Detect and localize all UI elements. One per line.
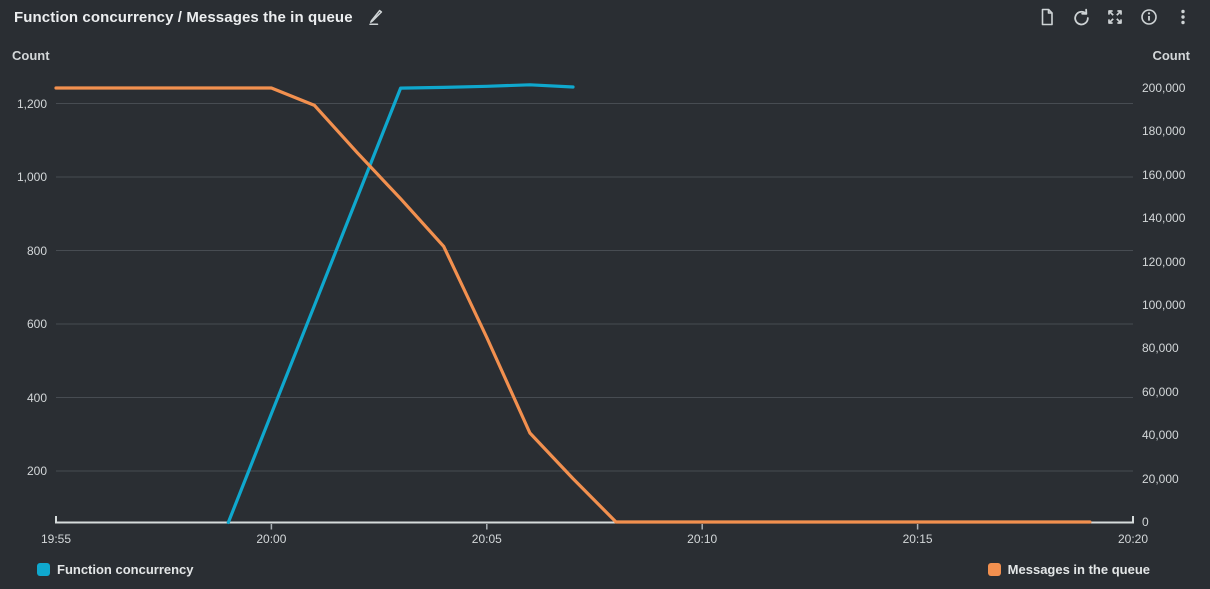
document-button[interactable] [1034, 4, 1060, 30]
legend-swatch-blue [37, 562, 50, 576]
kebab-menu-icon [1174, 8, 1192, 26]
edit-title-button[interactable] [363, 4, 389, 30]
expand-icon [1106, 8, 1124, 26]
expand-button[interactable] [1102, 4, 1128, 30]
refresh-icon [1072, 8, 1091, 27]
info-button[interactable] [1136, 4, 1162, 30]
right-axis-title: Count [1152, 48, 1190, 63]
series-line-function-concurrency[interactable] [226, 83, 575, 525]
info-icon [1140, 8, 1158, 26]
widget-title: Function concurrency / Messages the in q… [14, 8, 353, 26]
legend-item-function-concurrency[interactable]: Function concurrency [37, 562, 194, 577]
legend-label: Function concurrency [57, 561, 194, 577]
legend-label: Messages in the queue [1007, 561, 1150, 577]
legend-item-messages-in-queue[interactable]: Messages in the queue [987, 561, 1150, 577]
header-actions [1034, 4, 1196, 30]
series-line-messages-in-queue[interactable] [54, 86, 1092, 524]
widget-menu-button[interactable] [1170, 4, 1196, 30]
refresh-button[interactable] [1068, 4, 1094, 30]
document-icon [1038, 8, 1056, 26]
edit-pencil-icon [367, 8, 385, 26]
widget-header: Function concurrency / Messages the in q… [0, 0, 1210, 34]
chart-legend: Function concurrency Messages in the que… [0, 556, 1210, 582]
legend-swatch-orange [987, 562, 1001, 576]
left-axis-title: Count [12, 48, 50, 63]
